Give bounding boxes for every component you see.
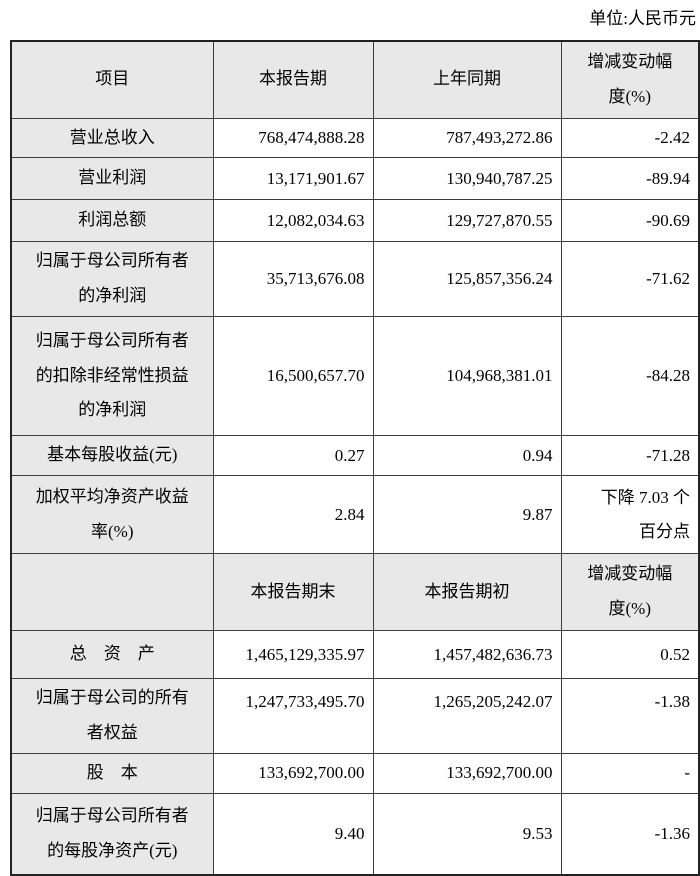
value-current: 12,082,034.63: [212, 199, 374, 243]
row-label: 归属于母公司所有者 的每股净资产(元): [10, 792, 214, 876]
balance-header-row: 本报告期末 本报告期初 增减变动幅 度(%): [10, 553, 700, 632]
table-row-equity-parent: 归属于母公司的所有 者权益 1,247,733,495.70 1,265,205…: [10, 678, 700, 754]
value-prior: 9.87: [372, 475, 562, 555]
table-row-share-capital: 股 本 133,692,700.00 133,692,700.00 -: [10, 752, 700, 794]
row-label: 利润总额: [10, 199, 214, 243]
value-change: -89.94: [560, 157, 700, 201]
value-current: 35,713,676.08: [212, 241, 374, 318]
column-header-current-period: 本报告期: [212, 40, 374, 119]
value-prior: 133,692,700.00: [372, 752, 562, 794]
value-prior: 129,727,870.55: [372, 199, 562, 243]
value-change: -1.38: [560, 678, 700, 754]
value-change: -2.42: [560, 117, 700, 159]
value-prior: 130,940,787.25: [372, 157, 562, 201]
row-label: 股 本: [10, 752, 214, 794]
value-prior: 1,457,482,636.73: [372, 630, 562, 680]
table-row-net-profit-parent: 归属于母公司所有者 的净利润 35,713,676.08 125,857,356…: [10, 241, 700, 318]
table-row-basic-eps: 基本每股收益(元) 0.27 0.94 -71.28: [10, 435, 700, 477]
row-label: 归属于母公司所有者 的净利润: [10, 241, 214, 318]
value-current: 1,465,129,335.97: [212, 630, 374, 680]
table-row-total-assets: 总 资 产 1,465,129,335.97 1,457,482,636.73 …: [10, 630, 700, 680]
row-label: 营业利润: [10, 157, 214, 201]
unit-label: 单位:人民币元: [589, 9, 696, 28]
value-change: -71.62: [560, 241, 700, 318]
value-change: -71.28: [560, 435, 700, 477]
row-label: 总 资 产: [10, 630, 214, 680]
row-label: 基本每股收益(元): [10, 435, 214, 477]
value-prior: 1,265,205,242.07: [372, 678, 562, 754]
row-label: 归属于母公司的所有 者权益: [10, 678, 214, 754]
row-label: 归属于母公司所有者 的扣除非经常性损益 的净利润: [10, 316, 214, 437]
period-header-row: 项目 本报告期 上年同期 增减变动幅 度(%): [10, 40, 700, 119]
value-change: -1.36: [560, 792, 700, 876]
table-row-total-profit: 利润总额 12,082,034.63 129,727,870.55 -90.69: [10, 199, 700, 243]
value-prior: 0.94: [372, 435, 562, 477]
value-change: 下降 7.03 个 百分点: [560, 475, 700, 555]
value-prior: 9.53: [372, 792, 562, 876]
table-row-net-profit-excl-nonrecurring: 归属于母公司所有者 的扣除非经常性损益 的净利润 16,500,657.70 1…: [10, 316, 700, 437]
row-label: 加权平均净资产收益 率(%): [10, 475, 214, 555]
column-header-item: 项目: [10, 40, 214, 119]
value-change: -84.28: [560, 316, 700, 437]
value-change: -90.69: [560, 199, 700, 243]
value-change: -: [560, 752, 700, 794]
financial-summary-page: 单位:人民币元 项目 本报告期 上年同期 增减变动幅 度(%) 营业总收入 76…: [10, 6, 700, 876]
column-header-change-pct: 增减变动幅 度(%): [560, 553, 700, 632]
value-current: 2.84: [212, 475, 374, 555]
value-prior: 125,857,356.24: [372, 241, 562, 318]
column-header-blank: [10, 553, 214, 632]
table-row-operating-profit: 营业利润 13,171,901.67 130,940,787.25 -89.94: [10, 157, 700, 201]
value-current: 0.27: [212, 435, 374, 477]
table-row-net-assets-per-share: 归属于母公司所有者 的每股净资产(元) 9.40 9.53 -1.36: [10, 792, 700, 876]
value-current: 16,500,657.70: [212, 316, 374, 437]
value-prior: 104,968,381.01: [372, 316, 562, 437]
value-prior: 787,493,272.86: [372, 117, 562, 159]
column-header-period-end: 本报告期末: [212, 553, 374, 632]
value-current: 9.40: [212, 792, 374, 876]
financial-summary-table: 项目 本报告期 上年同期 增减变动幅 度(%) 营业总收入 768,474,88…: [10, 40, 700, 876]
column-header-period-begin: 本报告期初: [372, 553, 562, 632]
table-row-total-revenue: 营业总收入 768,474,888.28 787,493,272.86 -2.4…: [10, 117, 700, 159]
value-change: 0.52: [560, 630, 700, 680]
value-current: 1,247,733,495.70: [212, 678, 374, 754]
value-current: 133,692,700.00: [212, 752, 374, 794]
table-row-weighted-avg-roe: 加权平均净资产收益 率(%) 2.84 9.87 下降 7.03 个 百分点: [10, 475, 700, 555]
row-label: 营业总收入: [10, 117, 214, 159]
value-current: 13,171,901.67: [212, 157, 374, 201]
value-current: 768,474,888.28: [212, 117, 374, 159]
column-header-prior-period: 上年同期: [372, 40, 562, 119]
column-header-change-pct: 增减变动幅 度(%): [560, 40, 700, 119]
